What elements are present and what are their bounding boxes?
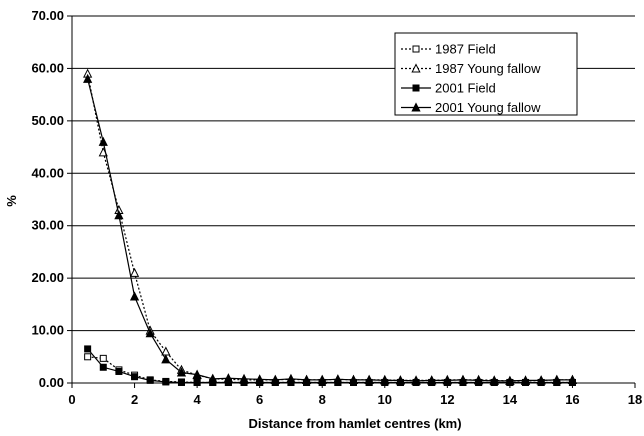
data-point xyxy=(301,374,312,384)
data-point xyxy=(145,328,155,338)
legend-label: 2001 Field xyxy=(435,81,496,96)
y-tick-label: 60.00 xyxy=(31,60,64,75)
data-point xyxy=(99,363,107,371)
data-point xyxy=(193,378,201,386)
data-point xyxy=(317,374,327,384)
data-point xyxy=(536,375,546,385)
data-point xyxy=(270,374,280,384)
data-point xyxy=(131,373,139,381)
data-point xyxy=(489,375,499,385)
series-line xyxy=(87,78,573,382)
data-point xyxy=(380,375,390,385)
y-tick-label: 30.00 xyxy=(31,218,64,233)
x-tick-label: 2 xyxy=(131,392,138,407)
y-tick-label: 20.00 xyxy=(31,270,64,285)
x-tick-label: 12 xyxy=(440,392,454,407)
x-tick-label: 18 xyxy=(628,392,642,407)
data-point xyxy=(161,354,171,364)
data-point xyxy=(83,73,93,83)
legend-item: 1987 Young fallow xyxy=(401,61,541,76)
data-point xyxy=(99,354,107,362)
data-point xyxy=(364,374,374,384)
data-point xyxy=(239,373,249,383)
data-point xyxy=(129,267,140,277)
x-tick-label: 8 xyxy=(319,392,326,407)
data-point xyxy=(395,375,406,385)
data-point xyxy=(286,373,296,383)
data-point xyxy=(98,136,108,146)
x-tick-label: 4 xyxy=(193,392,201,407)
legend-item: 1987 Field xyxy=(401,42,496,57)
series-2001-young-fallow xyxy=(83,73,578,385)
data-point xyxy=(115,367,123,375)
data-point xyxy=(520,375,531,385)
data-point xyxy=(192,369,202,379)
data-point xyxy=(177,378,185,386)
series-1987-young-fallow xyxy=(83,68,578,385)
data-point xyxy=(442,375,452,385)
legend-box xyxy=(394,32,578,116)
legend-marker xyxy=(412,84,420,92)
data-point xyxy=(176,367,187,377)
y-tick-label: 10.00 xyxy=(31,323,64,338)
legend-item: 2001 Field xyxy=(401,81,496,96)
data-point xyxy=(567,374,578,384)
legend-label: 2001 Young fallow xyxy=(435,100,541,115)
data-point xyxy=(208,373,218,383)
y-tick-label: 0.00 xyxy=(39,375,64,390)
legend-item: 2001 Young fallow xyxy=(401,100,541,115)
data-point xyxy=(129,291,140,301)
data-point xyxy=(146,376,154,384)
y-tick-label: 70.00 xyxy=(31,8,64,23)
y-tick-label: 50.00 xyxy=(31,113,64,128)
legend: 1987 Field 1987 Young fallow 2001 Field 200… xyxy=(394,32,578,116)
series-line xyxy=(87,356,573,384)
x-tick-label: 16 xyxy=(565,392,579,407)
data-point xyxy=(552,374,562,384)
legend-label: 1987 Field xyxy=(435,42,496,57)
series-group xyxy=(83,68,578,386)
x-axis-title: Distance from hamlet centres (km) xyxy=(248,416,461,431)
data-point xyxy=(473,375,484,385)
legend-marker xyxy=(412,45,420,53)
data-point xyxy=(458,374,468,384)
series-line xyxy=(87,348,573,384)
x-tick-label: 6 xyxy=(256,392,263,407)
series-line xyxy=(87,73,573,382)
gridlines xyxy=(72,15,635,332)
data-point xyxy=(162,378,170,386)
y-tick-label: 40.00 xyxy=(31,165,64,180)
data-point xyxy=(255,374,265,384)
data-point xyxy=(84,353,92,361)
legend-marker xyxy=(411,102,421,112)
data-point xyxy=(505,375,515,385)
x-tick-label: 0 xyxy=(68,392,75,407)
data-point xyxy=(427,375,437,385)
x-tick-label: 14 xyxy=(503,392,518,407)
x-tick-label: 10 xyxy=(378,392,392,407)
data-point xyxy=(411,375,421,385)
data-point xyxy=(84,345,92,353)
legend-marker xyxy=(411,63,421,73)
data-point xyxy=(223,373,234,383)
data-point xyxy=(333,374,343,384)
data-point xyxy=(348,374,359,384)
y-axis-title: % xyxy=(4,195,19,207)
legend-label: 1987 Young fallow xyxy=(435,61,541,76)
data-point xyxy=(114,210,124,220)
